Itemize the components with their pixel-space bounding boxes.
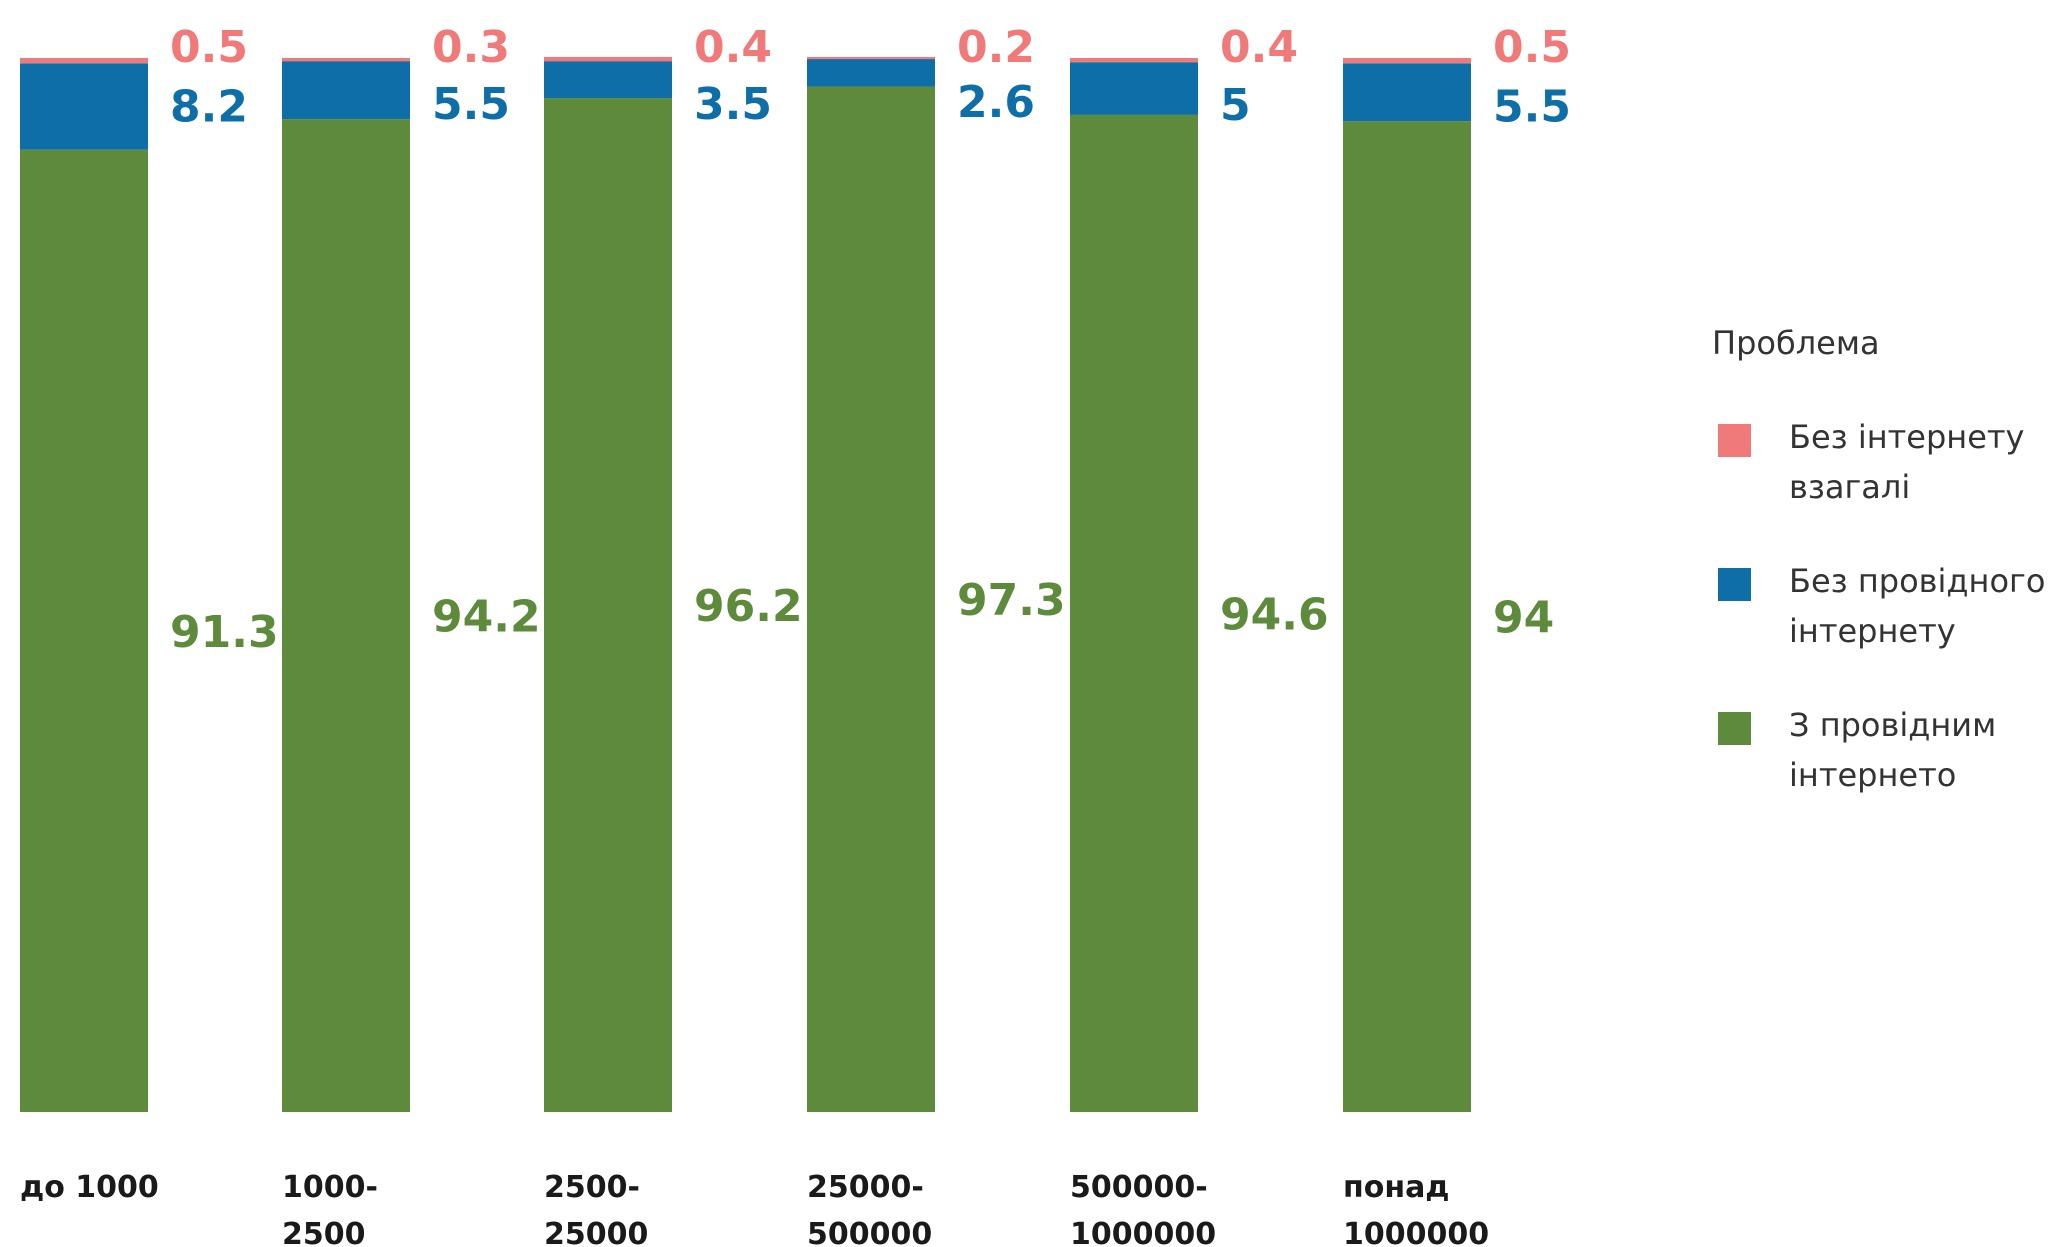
category-label-2-1: 25000 [544, 1217, 648, 1247]
value-label-1-5: 5.5 [1493, 81, 1571, 132]
category-label-5-0: понад [1343, 1170, 1450, 1205]
bar-segment-1-4 [1070, 62, 1198, 115]
bar-segment-2-3 [807, 56, 935, 60]
value-label-2-5: 0.5 [1493, 22, 1571, 73]
value-label-1-2: 3.5 [694, 79, 772, 130]
value-label-0-3: 97.3 [957, 575, 1066, 626]
category-label-4-1: 1000000 [1070, 1217, 1216, 1247]
bar-segment-1-2 [544, 61, 672, 99]
legend-label-1-1: інтернету [1789, 612, 1956, 650]
bar-segment-0-2 [544, 98, 672, 1112]
bars-group [20, 56, 1471, 1113]
bar-segment-2-1 [282, 58, 410, 62]
legend-label-0-1: взагалі [1789, 468, 1910, 506]
legend-label-1-0: Без провідного [1789, 562, 2045, 600]
bar-segment-1-1 [282, 61, 410, 120]
bar-segment-1-5 [1343, 63, 1471, 122]
legend-label-2-0: З провідним [1789, 706, 1996, 744]
bar-segment-2-0 [20, 58, 148, 64]
value-label-2-1: 0.3 [432, 22, 510, 73]
legend-label-2-1: інтернето [1789, 756, 1956, 794]
category-label-3-1: 500000 [807, 1217, 932, 1247]
value-label-0-4: 94.6 [1220, 589, 1329, 640]
value-label-1-1: 5.5 [432, 79, 510, 130]
legend-label-0-0: Без інтернету [1789, 418, 2024, 456]
bar-segment-1-0 [20, 63, 148, 150]
value-label-1-0: 8.2 [170, 81, 248, 132]
category-label-4-0: 500000- [1070, 1170, 1208, 1205]
value-label-1-3: 2.6 [957, 77, 1035, 128]
value-label-0-1: 94.2 [432, 592, 541, 643]
bar-segment-0-1 [282, 119, 410, 1112]
value-labels-group: 91.3 8.2 0.5 94.2 5.5 0.3 96.2 3.5 0.4 97.3 2.60.2… [170, 22, 1571, 658]
bar-segment-1-3 [807, 59, 935, 87]
category-label-5-1: 1000000 [1343, 1217, 1489, 1247]
value-label-1-4: 5 [1220, 80, 1251, 131]
legend-swatch-0 [1718, 424, 1751, 457]
category-labels-group: до 1000 1000- 2500 2500- 25000 25000- 500000 50… [20, 1170, 1489, 1247]
category-label-1-0: 1000- [282, 1170, 378, 1205]
category-label-3-0: 25000- [807, 1170, 924, 1205]
category-label-0-0: до 1000 [20, 1170, 159, 1205]
category-label-2-0: 2500- [544, 1170, 640, 1205]
bar-segment-0-3 [807, 86, 935, 1112]
value-label-2-0: 0.5 [170, 22, 248, 73]
legend-swatch-1 [1718, 568, 1751, 601]
value-label-0-0: 91.3 [170, 607, 279, 658]
category-label-1-1: 2500 [282, 1217, 366, 1247]
bar-segment-2-2 [544, 56, 672, 62]
legend-title: Проблема [1712, 324, 1880, 362]
value-label-0-2: 96.2 [694, 581, 803, 632]
legend-swatch-2 [1718, 712, 1751, 745]
legend: Проблема Без інтернету взагалі Без провідн… [1712, 324, 2045, 794]
bar-segment-0-0 [20, 149, 148, 1112]
value-label-2-4: 0.4 [1220, 22, 1298, 73]
value-label-2-3: 0.2 [957, 22, 1035, 73]
value-label-0-5: 94 [1493, 593, 1554, 644]
bar-segment-2-4 [1070, 58, 1198, 63]
bar-segment-0-4 [1070, 114, 1198, 1112]
bar-segment-2-5 [1343, 58, 1471, 64]
value-label-2-2: 0.4 [694, 22, 772, 73]
bar-segment-0-5 [1343, 121, 1471, 1113]
